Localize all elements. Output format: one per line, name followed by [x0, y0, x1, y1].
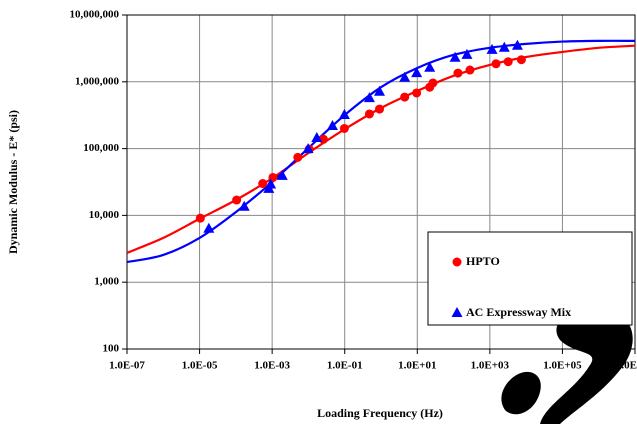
y-axis-label: Dynamic Modulus - E* (psi)	[6, 110, 20, 254]
data-point	[453, 68, 463, 78]
data-point	[486, 43, 498, 54]
x-tick-label: 1.0E+05	[543, 360, 582, 372]
data-point	[364, 109, 374, 119]
y-tick-label: 10,000,000	[70, 9, 120, 21]
data-point	[276, 169, 288, 180]
y-tick-label: 1,000,000	[75, 75, 120, 87]
data-point	[399, 71, 411, 82]
data-point	[311, 132, 323, 143]
data-point	[452, 257, 462, 267]
plot-area	[126, 39, 636, 264]
legend: HPTO AC Expressway Mix	[427, 231, 633, 326]
y-tick-label: 10,000	[89, 209, 120, 221]
data-point	[412, 88, 422, 98]
data-point	[232, 195, 242, 205]
data-point	[265, 178, 277, 189]
data-point	[411, 67, 423, 78]
data-point	[511, 39, 523, 50]
plot-frame	[126, 14, 636, 350]
y-tick-label: 100,000	[83, 142, 119, 154]
data-point	[465, 65, 475, 75]
data-point	[400, 92, 410, 102]
legend-label: HPTO	[466, 254, 500, 268]
data-point	[238, 200, 250, 211]
data-point	[302, 143, 314, 154]
x-tick-label: 1.0E-01	[327, 360, 363, 372]
data-point	[326, 119, 338, 130]
x-tick-label: 1.0E-03	[254, 360, 290, 372]
legend-box	[427, 231, 633, 326]
blob	[540, 307, 633, 424]
data-point	[339, 123, 349, 133]
data-point	[424, 61, 436, 72]
blob	[501, 371, 541, 415]
data-point	[503, 57, 513, 67]
data-point	[258, 179, 268, 189]
y-tick-label: 1,000	[94, 276, 119, 288]
grid: 100 1,000 10,000 100,000 1,000,000 10,000,000…	[70, 9, 637, 372]
x-tick-label: 1.0E+03	[471, 360, 510, 372]
x-tick-label: 1.0E-05	[182, 360, 218, 372]
y-tick-label: 100	[103, 343, 120, 355]
data-point	[195, 213, 205, 223]
data-point	[338, 109, 350, 120]
data-point	[428, 78, 438, 88]
data-point	[293, 152, 303, 162]
data-point	[491, 59, 501, 69]
data-point	[451, 307, 463, 317]
x-tick-label: 1.0E-07	[109, 360, 145, 372]
x-tick-label: 1.0E+01	[398, 360, 436, 372]
data-point	[449, 51, 461, 62]
data-point	[203, 222, 215, 233]
x-axis-label: Loading Frequency (Hz)	[317, 406, 443, 420]
data-point	[516, 55, 526, 65]
data-point	[363, 92, 375, 103]
data-point	[461, 48, 473, 59]
decoration-blob	[501, 307, 633, 424]
data-point	[498, 41, 510, 52]
data-point	[374, 85, 386, 96]
data-point	[375, 104, 385, 114]
legend-label: AC Expressway Mix	[466, 305, 571, 319]
